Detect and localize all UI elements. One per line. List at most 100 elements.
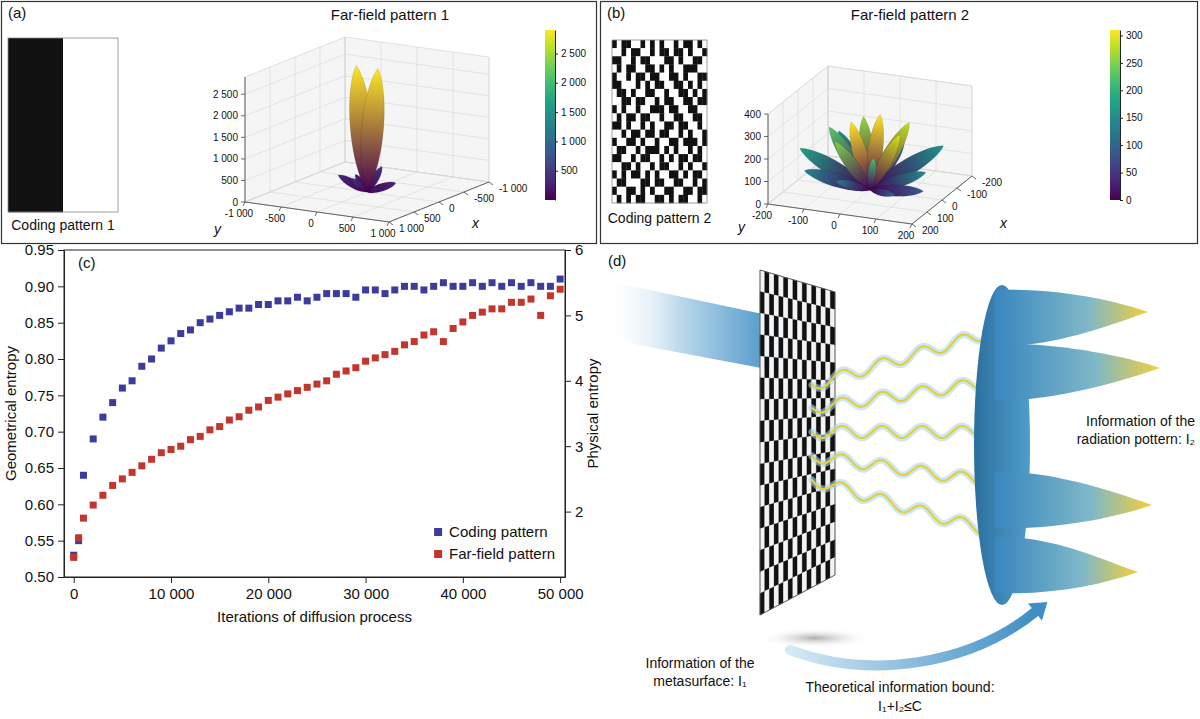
coding-cell xyxy=(702,179,707,187)
coding-cell xyxy=(679,138,684,146)
metasurface-cell xyxy=(774,357,779,378)
y-axis-line xyxy=(64,251,65,578)
coding-cell xyxy=(683,64,688,72)
point xyxy=(518,299,525,306)
point xyxy=(275,297,282,304)
coding-cell xyxy=(655,170,660,178)
coding-cell xyxy=(636,73,641,81)
metasurface-cell xyxy=(774,316,779,337)
metasurface-cell xyxy=(788,439,793,460)
coding-cell xyxy=(660,170,665,178)
metasurface-cell xyxy=(793,418,798,438)
coding-cell xyxy=(617,130,622,138)
point xyxy=(255,301,262,308)
coding-cell xyxy=(631,130,636,138)
lobe xyxy=(361,69,385,193)
y-tick-label: 100 xyxy=(862,225,879,236)
coding-cell xyxy=(626,170,631,178)
coding-cell xyxy=(669,130,674,138)
coding-cell xyxy=(641,105,646,113)
coding-cell xyxy=(688,138,693,146)
coding-cell xyxy=(674,97,679,105)
coding-cell xyxy=(622,138,627,146)
coding-cell xyxy=(655,162,660,170)
coding-cell xyxy=(693,154,698,162)
coding-cell xyxy=(702,89,707,97)
coding-cell xyxy=(669,146,674,154)
coding-cell xyxy=(702,195,707,203)
point xyxy=(236,413,243,420)
coding-cell xyxy=(626,146,631,154)
y-tick-mark xyxy=(58,395,64,396)
coding-cell xyxy=(679,195,684,203)
coding-cell xyxy=(688,89,693,97)
coding-cell xyxy=(650,89,655,97)
metasurface-cell xyxy=(783,560,788,582)
coding-cell xyxy=(612,64,617,72)
coding-cell xyxy=(660,179,665,187)
point xyxy=(527,296,534,303)
x-tick-label: 30 000 xyxy=(343,585,389,602)
coding-cell xyxy=(641,97,646,105)
coding-cell xyxy=(664,97,669,105)
coding-cell xyxy=(636,105,641,113)
point xyxy=(226,417,233,424)
metasurface-cell xyxy=(774,564,779,587)
point xyxy=(547,283,554,290)
point xyxy=(547,292,554,299)
coding-cell xyxy=(641,162,646,170)
panel-frame xyxy=(2,2,597,244)
point xyxy=(323,377,330,384)
colorbar-tick-mark xyxy=(555,141,558,142)
coding-cell xyxy=(612,73,617,81)
coding-cell xyxy=(622,64,627,72)
point xyxy=(479,283,486,290)
coding-cell xyxy=(674,195,679,203)
coding-cell xyxy=(683,89,688,97)
metasurface-cell xyxy=(765,314,770,336)
y-tick-label: 0 xyxy=(831,220,837,231)
coding-cell xyxy=(698,113,703,121)
coding-cell xyxy=(664,73,669,81)
metasurface-cell xyxy=(826,307,831,326)
metasurface-cell xyxy=(802,379,807,398)
coding-cell xyxy=(669,40,674,48)
metasurface-cell xyxy=(802,360,807,380)
x-tick-label: -200 xyxy=(982,177,1002,188)
coding-cell xyxy=(664,187,669,195)
coding-cell xyxy=(698,97,703,105)
metasurface-cell xyxy=(798,515,803,536)
point xyxy=(80,472,87,479)
metasurface-cell xyxy=(802,494,807,515)
y-axis-title: y xyxy=(213,221,222,237)
x-tick-label: 500 xyxy=(424,213,441,224)
legend-marker xyxy=(434,550,442,558)
metasurface-cell xyxy=(760,442,765,464)
point xyxy=(440,279,447,286)
point xyxy=(352,294,359,301)
incident-beam xyxy=(612,282,782,372)
metasurface-cell xyxy=(779,378,784,399)
coding-cell xyxy=(617,122,622,130)
point xyxy=(382,351,389,358)
metasurface-cell xyxy=(821,288,826,308)
wave xyxy=(812,480,992,535)
chart-title: Far-field pattern 1 xyxy=(331,6,449,23)
metasurface-cell xyxy=(779,501,784,523)
y-tick-label: 0.85 xyxy=(25,314,54,331)
z-tick-mark xyxy=(241,137,245,138)
coding-cell xyxy=(645,113,650,121)
coding-cell xyxy=(664,170,669,178)
metasurface-cell xyxy=(765,462,770,484)
metasurface-cell xyxy=(830,522,835,542)
metasurface-cell xyxy=(788,318,793,339)
coding-cell xyxy=(626,122,631,130)
coding-label: Coding pattern 1 xyxy=(11,217,115,233)
metasurface-cell xyxy=(774,584,779,607)
coding-cell xyxy=(612,113,617,121)
metasurface-cell xyxy=(760,591,765,615)
coding-cell xyxy=(683,138,688,146)
coding-cell xyxy=(612,97,617,105)
coding-cell xyxy=(674,56,679,64)
x-tick: 50 000 xyxy=(538,577,584,602)
